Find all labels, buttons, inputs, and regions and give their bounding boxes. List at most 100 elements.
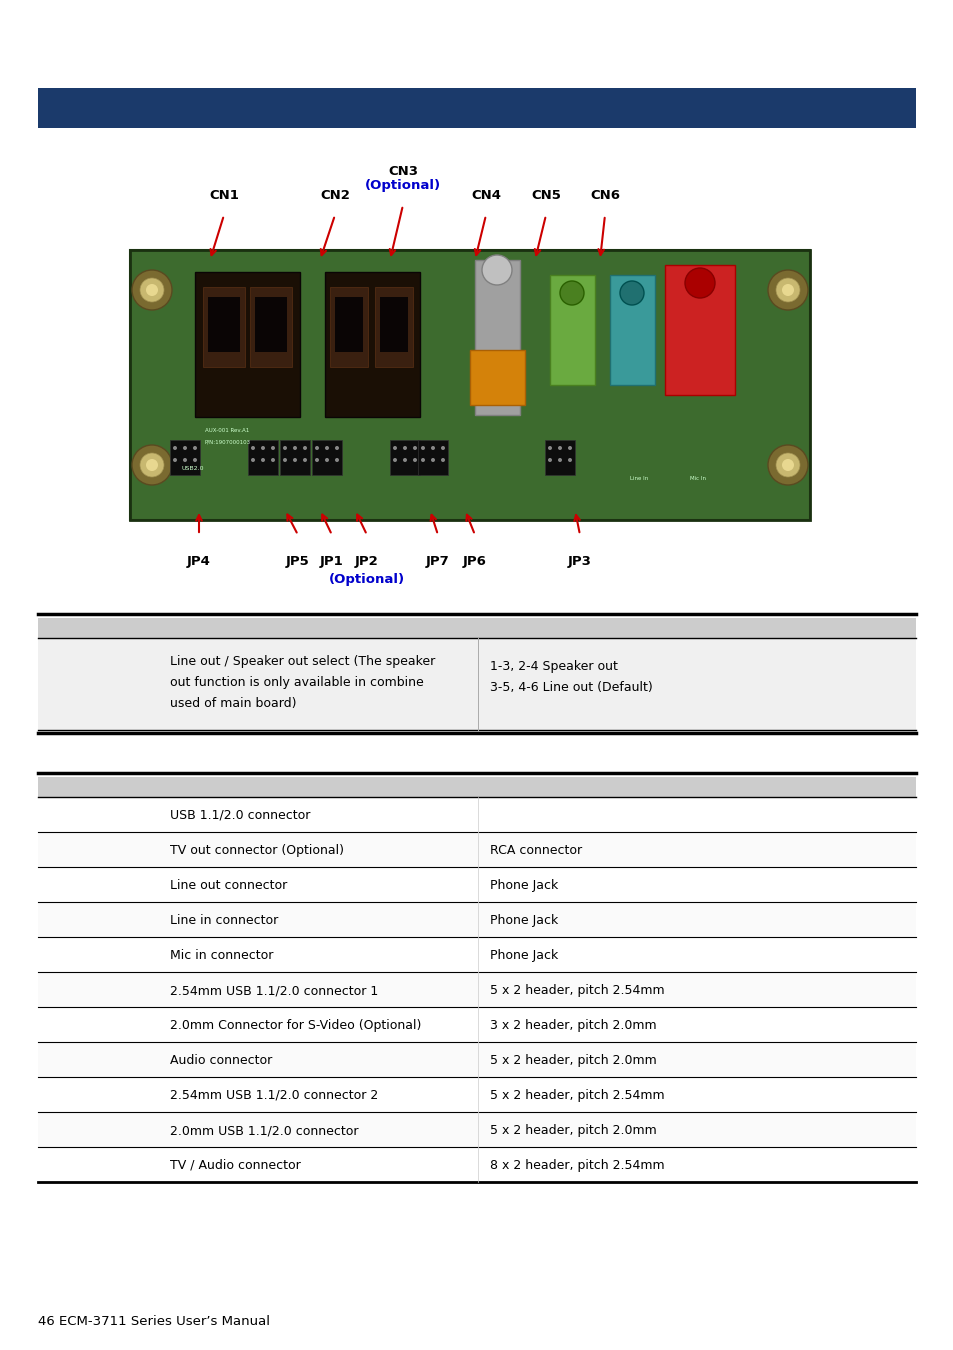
Bar xyxy=(38,778,915,796)
Text: Mic in connector: Mic in connector xyxy=(170,949,274,963)
Circle shape xyxy=(420,458,424,462)
Bar xyxy=(325,271,419,417)
Bar xyxy=(130,250,809,520)
Text: Phone Jack: Phone Jack xyxy=(490,949,558,963)
Text: JP4: JP4 xyxy=(187,555,211,568)
Circle shape xyxy=(193,458,196,462)
Bar xyxy=(417,440,448,475)
Bar xyxy=(254,297,287,352)
Circle shape xyxy=(293,458,296,462)
Circle shape xyxy=(558,458,561,462)
Text: RCA connector: RCA connector xyxy=(490,844,581,857)
Circle shape xyxy=(335,458,338,462)
Circle shape xyxy=(567,458,572,462)
Circle shape xyxy=(303,458,307,462)
Text: JP2: JP2 xyxy=(355,555,378,568)
Text: 2.0mm Connector for S-Video (Optional): 2.0mm Connector for S-Video (Optional) xyxy=(170,1019,421,1031)
Circle shape xyxy=(183,458,187,462)
Circle shape xyxy=(132,446,172,485)
Text: 5 x 2 header, pitch 2.0mm: 5 x 2 header, pitch 2.0mm xyxy=(490,1125,656,1137)
Circle shape xyxy=(567,446,572,450)
Circle shape xyxy=(767,270,807,310)
Bar xyxy=(280,440,310,475)
Bar xyxy=(38,618,915,639)
Circle shape xyxy=(781,284,793,296)
Text: CN4: CN4 xyxy=(471,189,500,202)
Circle shape xyxy=(140,454,164,477)
Circle shape xyxy=(283,446,287,450)
Text: TV out connector (Optional): TV out connector (Optional) xyxy=(170,844,344,857)
Bar xyxy=(312,440,341,475)
Circle shape xyxy=(402,446,407,450)
Text: 3 x 2 header, pitch 2.0mm: 3 x 2 header, pitch 2.0mm xyxy=(490,1019,656,1031)
Bar xyxy=(330,288,368,367)
Bar xyxy=(38,796,915,832)
Circle shape xyxy=(283,458,287,462)
Text: 5 x 2 header, pitch 2.54mm: 5 x 2 header, pitch 2.54mm xyxy=(490,984,664,998)
Circle shape xyxy=(431,458,435,462)
Circle shape xyxy=(146,459,158,471)
Circle shape xyxy=(251,458,254,462)
Text: 8 x 2 header, pitch 2.54mm: 8 x 2 header, pitch 2.54mm xyxy=(490,1160,664,1172)
Circle shape xyxy=(413,458,416,462)
Text: CN1: CN1 xyxy=(209,189,238,202)
Circle shape xyxy=(393,458,396,462)
Bar xyxy=(130,250,809,520)
Text: Line in connector: Line in connector xyxy=(170,914,278,927)
Bar xyxy=(250,288,292,367)
Bar xyxy=(38,88,915,128)
Bar xyxy=(38,1007,915,1042)
Text: USB2.0: USB2.0 xyxy=(182,466,204,471)
Text: JP6: JP6 xyxy=(462,555,486,568)
Bar xyxy=(38,972,915,1007)
Circle shape xyxy=(547,458,552,462)
Circle shape xyxy=(172,458,177,462)
Bar xyxy=(203,288,245,367)
Bar xyxy=(38,902,915,937)
Circle shape xyxy=(767,446,807,485)
Text: (Optional): (Optional) xyxy=(365,180,440,192)
Text: TV / Audio connector: TV / Audio connector xyxy=(170,1160,300,1172)
Text: CN5: CN5 xyxy=(531,189,560,202)
Bar xyxy=(335,297,363,352)
Bar xyxy=(194,271,299,417)
Bar xyxy=(208,297,240,352)
Circle shape xyxy=(293,446,296,450)
Bar xyxy=(38,1077,915,1112)
Circle shape xyxy=(172,446,177,450)
Circle shape xyxy=(325,458,329,462)
Bar xyxy=(375,288,413,367)
Circle shape xyxy=(393,446,396,450)
Bar xyxy=(609,275,655,385)
Bar xyxy=(248,440,277,475)
Circle shape xyxy=(775,454,800,477)
Text: JP5: JP5 xyxy=(286,555,310,568)
Text: Audio connector: Audio connector xyxy=(170,1054,272,1067)
Circle shape xyxy=(193,446,196,450)
Circle shape xyxy=(261,458,265,462)
Text: CN2: CN2 xyxy=(319,189,350,202)
Bar xyxy=(170,440,200,475)
Bar xyxy=(38,1042,915,1077)
Circle shape xyxy=(140,278,164,302)
Circle shape xyxy=(558,446,561,450)
Text: Mic In: Mic In xyxy=(689,477,705,481)
Bar xyxy=(470,350,524,405)
Bar xyxy=(38,1148,915,1183)
Text: Phone Jack: Phone Jack xyxy=(490,879,558,892)
Bar xyxy=(550,275,595,385)
Circle shape xyxy=(335,446,338,450)
Circle shape xyxy=(431,446,435,450)
Text: Line out / Speaker out select (The speaker
out function is only available in com: Line out / Speaker out select (The speak… xyxy=(170,655,435,710)
Text: 2.54mm USB 1.1/2.0 connector 2: 2.54mm USB 1.1/2.0 connector 2 xyxy=(170,1089,377,1102)
Circle shape xyxy=(547,446,552,450)
Text: Line out connector: Line out connector xyxy=(170,879,287,892)
Circle shape xyxy=(619,281,643,305)
Circle shape xyxy=(132,270,172,310)
Bar xyxy=(120,190,820,531)
Circle shape xyxy=(402,458,407,462)
Circle shape xyxy=(684,269,714,298)
Bar xyxy=(390,440,419,475)
Circle shape xyxy=(775,278,800,302)
Circle shape xyxy=(271,458,274,462)
